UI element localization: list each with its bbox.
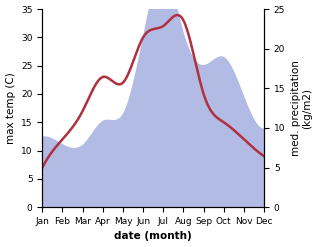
Y-axis label: max temp (C): max temp (C): [5, 72, 16, 144]
Y-axis label: med. precipitation
(kg/m2): med. precipitation (kg/m2): [291, 60, 313, 156]
X-axis label: date (month): date (month): [114, 231, 192, 242]
